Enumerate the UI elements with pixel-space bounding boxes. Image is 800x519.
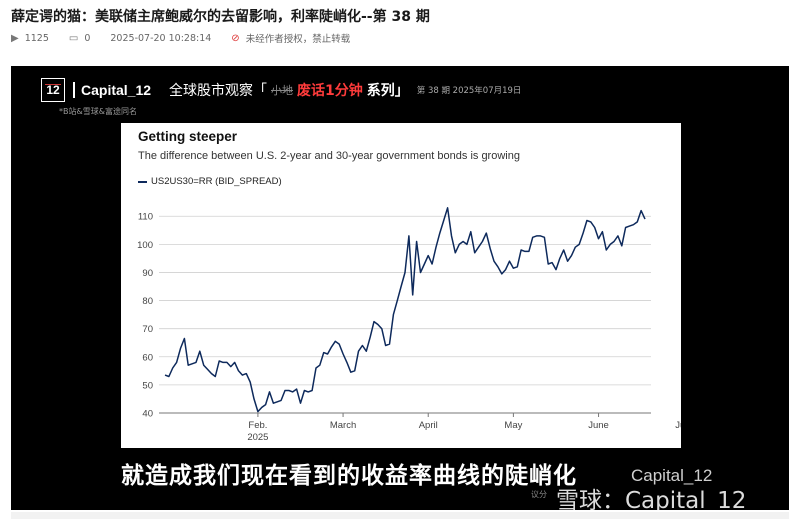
post-timestamp: 2025-07-20 10:28:14 (110, 32, 212, 44)
watermark-small: 议分 (531, 490, 547, 499)
chart-card: Getting steeper The difference between U… (121, 123, 681, 448)
y-tick-label: 50 (142, 380, 153, 391)
series-line-us2us30 (164, 207, 646, 413)
x-tick-label: March (330, 420, 356, 431)
y-tick-label: 100 (137, 240, 153, 251)
y-tick-label: 110 (138, 212, 153, 223)
x-tick-label: April (419, 420, 438, 431)
copyright-notice: 未经作者授权，禁止转载 (245, 34, 351, 45)
channel-name: Capital_12 (73, 82, 151, 98)
legend-swatch (138, 180, 147, 183)
channel-subtag: *B站&雪球&富途同名 (59, 107, 137, 116)
x-tick-label: June (588, 420, 609, 431)
video-caption: 就造成我们现在看到的收益率曲线的陡峭化 (121, 463, 577, 489)
x-tick-label: July (675, 420, 681, 431)
post-meta: ▶ 1125 ▭ 0 2025-07-20 10:28:14 ⊘ 未经作者授权，… (11, 31, 351, 46)
y-tick-label: 40 (142, 409, 153, 420)
bottom-toolbar (11, 512, 789, 519)
watermark-brand: Capital_12 (631, 466, 713, 485)
channel-brand: 12 Capital_12 (41, 78, 151, 102)
legend-label: US2US30=RR (BID_SPREAD) (151, 176, 282, 187)
header-scribble: 小地 (271, 84, 293, 97)
y-tick-label: 60 (142, 352, 153, 363)
view-count: 1125 (24, 32, 49, 44)
video-header: 全球股市观察「 小地 废话1分钟 系列」 第 38 期 2025年07月19日 (169, 79, 521, 101)
comment-icon[interactable]: ▭ (68, 32, 79, 44)
comment-count: 0 (84, 32, 91, 44)
watermark-xueqiu: 雪球：Capital_12 (556, 488, 747, 510)
y-tick-label: 70 (142, 324, 153, 335)
header-highlight: 废话1分钟 (297, 83, 363, 99)
no-copy-icon: ⊘ (231, 32, 240, 44)
chart-legend: US2US30=RR (BID_SPREAD) (138, 176, 282, 187)
chart-subtitle: The difference between U.S. 2-year and 3… (138, 150, 520, 162)
video-player[interactable]: 12 Capital_12 *B站&雪球&富途同名 全球股市观察「 小地 废话1… (11, 66, 789, 510)
channel-logo-icon: 12 (41, 78, 65, 102)
line-chart: 40 50 60 70 80 90 100 110 Feb.2025 March April May J… (137, 207, 681, 443)
header-series: 系列」 (366, 83, 409, 99)
x-tick-label: Feb. (248, 420, 267, 431)
x-tick-label: May (504, 420, 522, 431)
header-prefix: 全球股市观察「 (169, 83, 267, 99)
chart-title: Getting steeper (138, 129, 238, 144)
y-tick-label: 80 (142, 296, 153, 307)
header-issue: 第 38 期 2025年07月19日 (416, 86, 522, 96)
y-tick-label: 90 (142, 268, 153, 279)
x-tick-sublabel: 2025 (247, 432, 268, 443)
post-title: 薛定谔的猫：美联储主席鲍威尔的去留影响，利率陡峭化--第 38 期 (11, 9, 430, 25)
play-count-icon: ▶ (11, 32, 19, 44)
